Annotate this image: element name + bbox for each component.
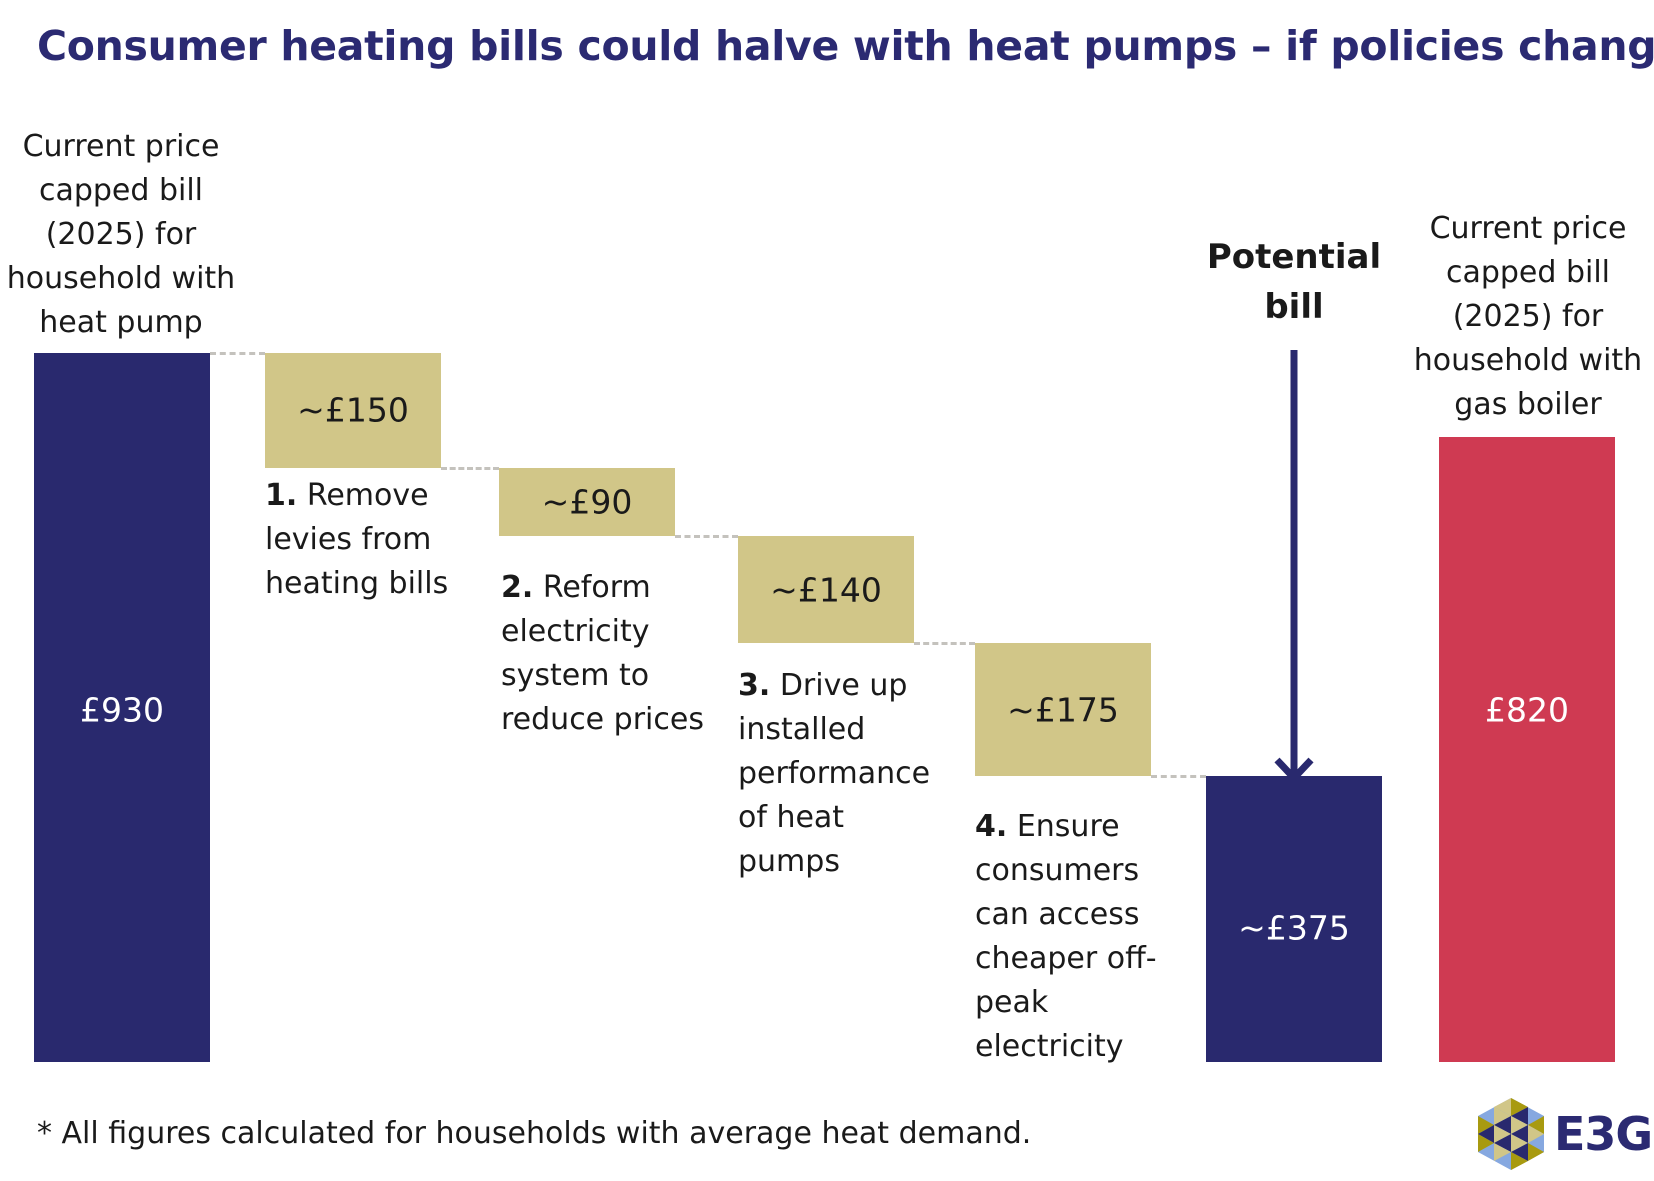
connector-line xyxy=(210,352,265,356)
caption-line: installed xyxy=(738,712,866,747)
caption-line: consumers xyxy=(975,853,1140,888)
step-number: 2. xyxy=(501,570,534,605)
e3g-hexagon-icon xyxy=(1478,1098,1544,1170)
caption-line: reduce prices xyxy=(501,702,704,737)
bar-gas xyxy=(1439,437,1615,1062)
bar-s3 xyxy=(738,536,914,643)
value-label-s4: ~£175 xyxy=(1007,690,1119,730)
e3g-logo: E3G xyxy=(1478,1098,1653,1170)
caption-line: heating bills xyxy=(265,566,449,601)
caption-line: cheaper off- xyxy=(975,941,1157,976)
caption-line: Current price xyxy=(22,129,220,164)
down-arrow-icon xyxy=(1274,350,1314,784)
start-caption: Current price capped bill (2025) for hou… xyxy=(7,125,235,345)
caption-line: capped bill xyxy=(38,173,204,208)
connector-line xyxy=(1151,775,1206,779)
caption-line: system to xyxy=(501,658,650,693)
value-label-s3: ~£140 xyxy=(770,570,882,610)
bar-s2 xyxy=(499,467,675,537)
caption-line: electricity xyxy=(501,614,650,649)
caption-line: (2025) for xyxy=(1452,299,1604,334)
value-label-start: £930 xyxy=(80,690,164,730)
value-label-s1: ~£150 xyxy=(297,390,409,430)
bar-potential xyxy=(1206,776,1382,1062)
caption-line: peak xyxy=(975,985,1049,1020)
bar-s1 xyxy=(265,353,441,468)
caption-line: heat pump xyxy=(39,305,203,340)
gas-caption: Current price capped bill (2025) for hou… xyxy=(1414,207,1642,427)
caption-line: Remove xyxy=(306,478,429,513)
value-label-s2: ~£90 xyxy=(541,482,633,522)
connector-line xyxy=(675,535,738,539)
step-number: 4. xyxy=(975,809,1008,844)
bar-start xyxy=(34,353,210,1062)
caption-line: levies from xyxy=(265,522,432,557)
step1-caption: 1. Remove levies from heating bills xyxy=(265,474,448,606)
caption-line: gas boiler xyxy=(1454,387,1602,422)
connector-line xyxy=(914,641,975,645)
caption-line: electricity xyxy=(975,1029,1124,1064)
step-number: 1. xyxy=(265,478,298,513)
caption-line: pumps xyxy=(738,844,840,879)
connector-line xyxy=(441,466,499,470)
caption-line: Potential xyxy=(1206,237,1382,277)
footnote: * All figures calculated for households … xyxy=(37,1116,1032,1151)
caption-line: Current price xyxy=(1429,211,1627,246)
step-number: 3. xyxy=(738,668,771,703)
value-label-potential: ~£375 xyxy=(1238,908,1350,948)
bar-s4 xyxy=(975,642,1151,777)
caption-line: Drive up xyxy=(779,668,908,703)
caption-line: Reform xyxy=(542,570,651,605)
caption-line: can access xyxy=(975,897,1140,932)
step4-caption: 4. Ensure consumers can access cheaper o… xyxy=(975,805,1157,1069)
chart-title: Consumer heating bills could halve with … xyxy=(37,22,1654,70)
potential-caption: Potential bill xyxy=(1207,232,1381,332)
value-label-gas: £820 xyxy=(1485,690,1569,730)
caption-line: (2025) for xyxy=(45,217,197,252)
caption-line: household with xyxy=(1413,343,1643,378)
caption-line: household with xyxy=(6,261,236,296)
caption-line: bill xyxy=(1264,287,1324,327)
caption-line: Ensure xyxy=(1016,809,1120,844)
step2-caption: 2. Reform electricity system to reduce p… xyxy=(501,566,704,742)
caption-line: performance xyxy=(738,756,931,791)
caption-line: capped bill xyxy=(1445,255,1611,290)
caption-line: of heat xyxy=(738,800,845,835)
e3g-logo-text: E3G xyxy=(1554,1107,1653,1161)
step3-caption: 3. Drive up installed performance of hea… xyxy=(738,664,930,884)
